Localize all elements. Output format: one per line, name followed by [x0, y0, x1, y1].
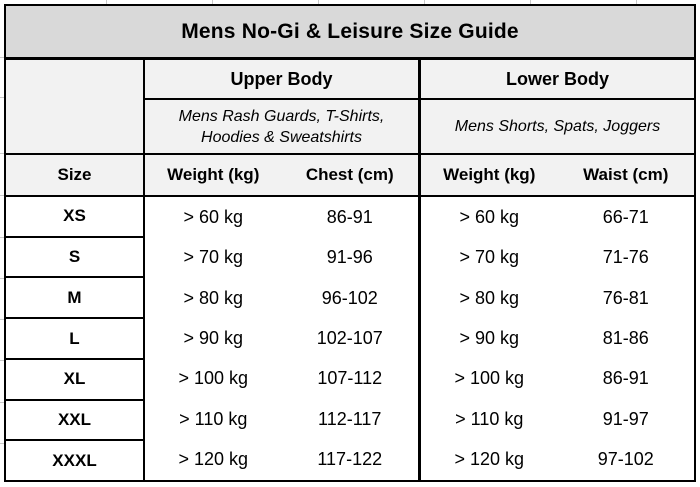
weight-column-header: Weight (kg)	[443, 165, 536, 184]
gridline-tick	[636, 0, 637, 4]
waist-value: 76-81	[602, 287, 649, 308]
weight-value: > 110 kg	[179, 408, 248, 429]
weight-value: > 110 kg	[455, 408, 524, 429]
upper-body-column-group: Upper Body Mens Rash Guards, T-Shirts, H…	[145, 60, 421, 480]
upper-body-subtitle: Mens Rash Guards, T-Shirts, Hoodies & Sw…	[145, 100, 418, 155]
weight-value: > 80 kg	[183, 287, 244, 308]
size-label: S	[6, 238, 143, 279]
weight-value: > 70 kg	[459, 247, 520, 268]
gridline-tick	[0, 278, 4, 279]
table-row: > 90 kg 81-86	[421, 318, 694, 358]
waist-value: 91-97	[602, 408, 649, 429]
table-row: > 60 kg 66-71	[421, 197, 694, 237]
size-label: XS	[6, 197, 143, 238]
table-row: > 120 kg 117-122	[145, 440, 418, 480]
weight-value: > 120 kg	[454, 449, 525, 470]
gridline-tick	[0, 57, 4, 58]
weight-value: > 90 kg	[459, 327, 520, 348]
weight-value: > 60 kg	[183, 206, 244, 227]
waist-column-header: Waist (cm)	[583, 165, 669, 184]
weight-value: > 90 kg	[183, 327, 244, 348]
upper-body-column-headers: Weight (kg) Chest (cm)	[145, 155, 418, 197]
gridline-tick	[0, 402, 4, 403]
chest-value: 102-107	[316, 327, 383, 348]
waist-value: 66-71	[602, 206, 649, 227]
size-label: L	[6, 319, 143, 360]
size-label: XXXL	[52, 450, 97, 470]
size-label: XL	[6, 360, 143, 401]
size-guide-table: Mens No-Gi & Leisure Size Guide Size XS …	[4, 4, 696, 482]
chest-value: 96-102	[321, 287, 378, 308]
waist-value: 71-76	[602, 247, 649, 268]
gridline-tick	[212, 0, 213, 4]
waist-value: 81-86	[602, 327, 649, 348]
waist-value: 97-102	[597, 449, 654, 470]
lower-body-subtitle: Mens Shorts, Spats, Joggers	[421, 100, 694, 155]
size-header-spacer	[6, 60, 143, 155]
gridline-tick	[0, 97, 4, 98]
weight-value: > 100 kg	[454, 368, 525, 389]
weight-value: > 60 kg	[459, 206, 520, 227]
upper-body-header: Upper Body	[145, 60, 418, 100]
chest-value: 86-91	[326, 206, 373, 227]
gridline-tick	[0, 443, 4, 444]
chest-value: 112-117	[318, 408, 382, 429]
chest-column-header: Chest (cm)	[305, 165, 394, 184]
table-row: > 100 kg 107-112	[145, 359, 418, 399]
subtitle-line: Mens Shorts, Spats, Joggers	[454, 118, 661, 135]
weight-value: > 70 kg	[183, 247, 244, 268]
size-column: Size XS S M L XL XXL XXXL	[6, 60, 145, 480]
table-row: > 110 kg 91-97	[421, 399, 694, 439]
lower-body-header: Lower Body	[421, 60, 694, 100]
table-row: > 80 kg 96-102	[145, 278, 418, 318]
upper-body-data: > 60 kg 86-91 > 70 kg 91-96 > 80 kg 96-1…	[145, 197, 418, 480]
gridline-tick	[0, 195, 4, 196]
gridline-tick	[424, 0, 425, 4]
table-row: > 70 kg 91-96	[145, 237, 418, 277]
size-label: M	[6, 278, 143, 320]
subtitle-line: Hoodies & Sweatshirts	[201, 128, 362, 146]
waist-value: 86-91	[602, 368, 649, 389]
gridline-tick	[106, 0, 107, 4]
table-row: > 120 kg 97-102	[421, 440, 694, 480]
subtitle-line: Mens Rash Guards, T-Shirts,	[178, 107, 385, 125]
chest-value: 107-112	[317, 368, 383, 389]
gridline-tick	[0, 153, 4, 154]
table-row: > 80 kg 76-81	[421, 278, 694, 318]
gridline-tick	[0, 360, 4, 361]
table-body: Size XS S M L XL XXL XXXL Upper Body Men…	[6, 60, 694, 480]
weight-value: > 100 kg	[178, 368, 249, 389]
lower-body-column-headers: Weight (kg) Waist (cm)	[421, 155, 694, 197]
weight-value: > 80 kg	[459, 287, 520, 308]
chest-value: 117-122	[317, 449, 383, 470]
gridline-tick	[318, 0, 319, 4]
table-row: > 70 kg 71-76	[421, 237, 694, 277]
table-row: > 60 kg 86-91	[145, 197, 418, 237]
lower-body-data: > 60 kg 66-71 > 70 kg 71-76 > 80 kg 76-8…	[421, 197, 694, 480]
table-row: > 90 kg 102-107	[145, 318, 418, 358]
table-row: > 110 kg 112-117	[145, 399, 418, 439]
table-title: Mens No-Gi & Leisure Size Guide	[6, 6, 694, 60]
weight-value: > 120 kg	[178, 449, 249, 470]
table-row: > 100 kg 86-91	[421, 359, 694, 399]
size-label: XXL	[6, 401, 143, 442]
size-column-header: Size	[6, 155, 143, 197]
gridline-tick	[0, 237, 4, 238]
gridline-tick	[0, 319, 4, 320]
size-cells: XS S M L XL XXL XXXL	[6, 197, 143, 480]
weight-column-header: Weight (kg)	[167, 165, 260, 184]
lower-body-column-group: Lower Body Mens Shorts, Spats, Joggers W…	[421, 60, 694, 480]
chest-value: 91-96	[326, 247, 373, 268]
gridline-tick	[530, 0, 531, 4]
